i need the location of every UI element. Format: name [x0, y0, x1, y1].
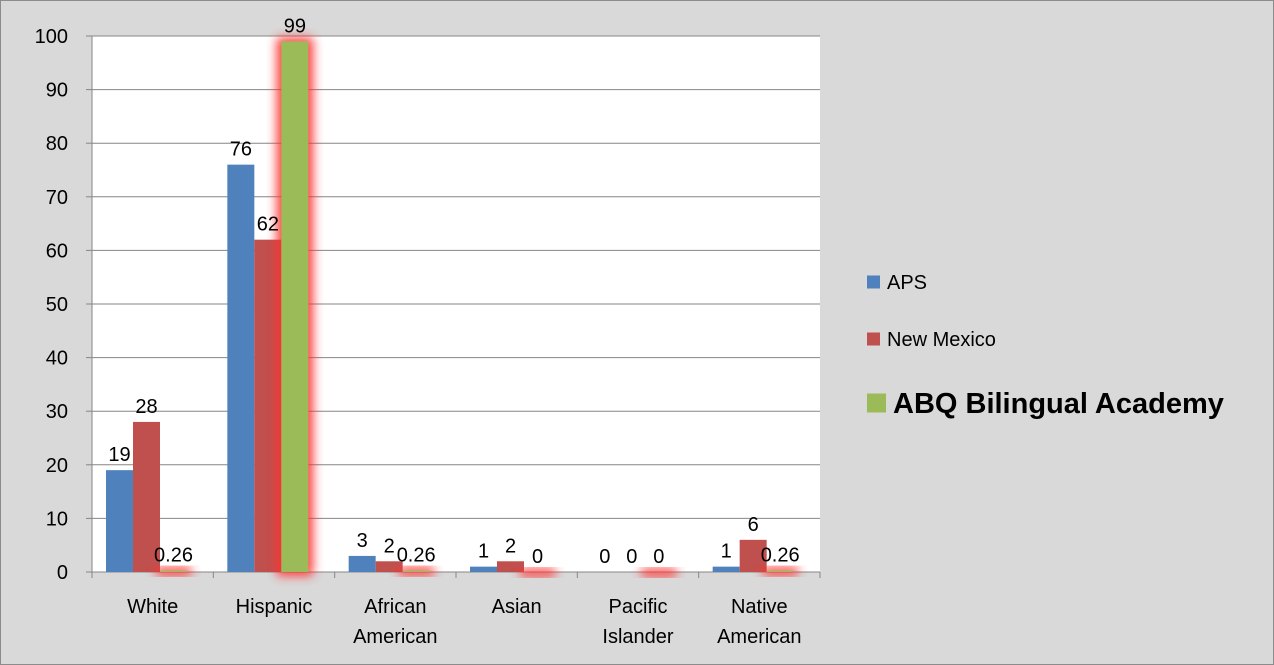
data-label: 0 — [626, 546, 637, 568]
legend-label: ABQ Bilingual Academy — [893, 388, 1224, 420]
bar — [106, 470, 133, 572]
x-tick-label: American — [353, 626, 437, 648]
data-label: 1 — [721, 541, 732, 563]
data-label: 1 — [478, 541, 489, 563]
legend-label: APS — [887, 272, 927, 294]
y-tick-label: 70 — [46, 187, 68, 209]
bar — [470, 566, 497, 572]
data-label: 19 — [108, 444, 130, 466]
legend-label: New Mexico — [887, 329, 996, 351]
x-tick-label: Asian — [492, 596, 542, 618]
y-tick-label: 90 — [46, 80, 68, 102]
x-tick-label: White — [127, 596, 178, 618]
y-tick-label: 60 — [46, 240, 68, 262]
x-axis: White Hispanic African American Asian Pacific… — [91, 572, 821, 648]
x-tick-label: Pacific — [609, 596, 668, 618]
bar — [160, 570, 187, 572]
legend-swatch — [867, 275, 880, 289]
bar-glow — [640, 568, 678, 577]
y-tick-label: 10 — [46, 508, 68, 530]
y-tick-label: 20 — [46, 455, 68, 477]
x-tick-label: Hispanic — [236, 596, 313, 618]
x-tick-label: Islander — [602, 626, 673, 648]
y-tick-label: 30 — [46, 401, 68, 423]
data-label: 6 — [748, 514, 759, 536]
data-label: 0 — [599, 546, 610, 568]
y-tick-label: 100 — [35, 26, 68, 48]
data-label: 3 — [357, 530, 368, 552]
bar — [133, 421, 160, 572]
data-label: 2 — [384, 535, 395, 557]
gridlines — [92, 35, 820, 573]
data-label: 62 — [257, 214, 279, 236]
bar — [227, 164, 255, 572]
data-label: 0.26 — [397, 545, 436, 567]
y-tick-label: 0 — [57, 562, 68, 584]
legend-swatch — [867, 393, 886, 413]
bar-glow — [519, 568, 556, 577]
data-label: 0.26 — [154, 545, 193, 567]
legend-swatch — [867, 332, 880, 346]
data-label: 76 — [230, 139, 252, 161]
x-tick-label: Native — [731, 596, 788, 618]
bar — [375, 561, 403, 572]
bars — [106, 37, 799, 577]
y-tick-label: 40 — [46, 348, 68, 370]
y-tick-label: 80 — [46, 133, 68, 155]
data-label: 2 — [505, 535, 516, 557]
bar — [281, 41, 309, 573]
bar — [402, 570, 430, 572]
bar — [766, 570, 794, 572]
data-label: 0 — [653, 546, 664, 568]
data-label: 0.26 — [761, 545, 800, 567]
data-label: 99 — [284, 15, 306, 37]
x-tick-label: American — [717, 626, 801, 648]
x-tick-label: African — [364, 596, 426, 618]
legend: APS New Mexico ABQ Bilingual Academy — [867, 272, 1224, 420]
data-label: 28 — [135, 396, 157, 418]
bar — [712, 566, 740, 572]
bar — [739, 539, 767, 572]
data-label: 0 — [532, 546, 543, 568]
y-tick-label: 50 — [46, 294, 68, 316]
bar — [497, 561, 524, 572]
bar — [348, 555, 376, 572]
